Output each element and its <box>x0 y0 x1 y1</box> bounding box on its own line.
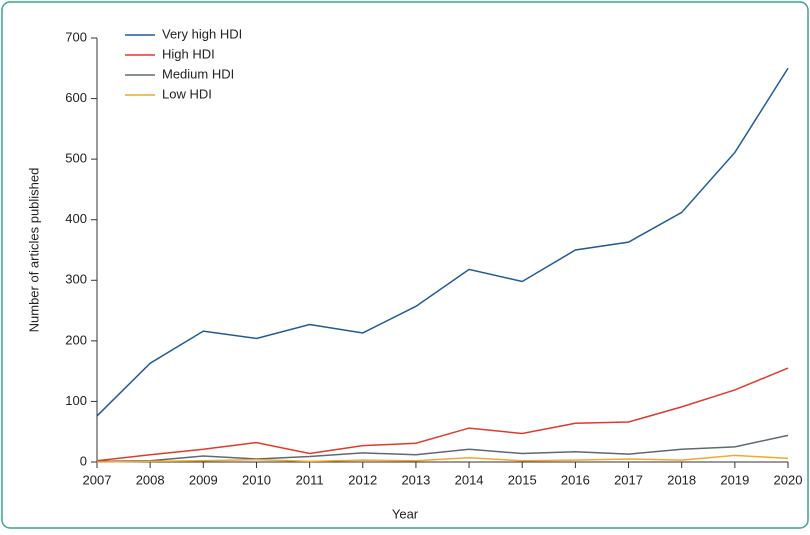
x-tick-label: 2019 <box>720 472 749 487</box>
y-tick-label: 400 <box>65 211 87 226</box>
series-line <box>96 367 789 462</box>
legend-label: High HDI <box>162 46 215 61</box>
y-tick-label: 600 <box>65 90 87 105</box>
x-tick-label: 2008 <box>136 472 165 487</box>
series-line <box>96 434 789 463</box>
legend-label: Medium HDI <box>162 66 234 81</box>
legend-label: Very high HDI <box>162 26 242 41</box>
y-tick-label: 100 <box>65 393 87 408</box>
y-tick-label: 200 <box>65 332 87 347</box>
series-line <box>96 454 789 463</box>
x-tick-label: 2013 <box>401 472 430 487</box>
x-tick-label: 2014 <box>455 472 484 487</box>
legend-label: Low HDI <box>162 86 212 101</box>
series-line <box>96 67 789 417</box>
x-tick-label: 2016 <box>561 472 590 487</box>
y-tick-label: 500 <box>65 151 87 166</box>
x-tick-label: 2020 <box>774 472 803 487</box>
x-axis-label: Year <box>392 506 419 521</box>
x-tick-label: 2007 <box>83 472 112 487</box>
x-tick-label: 2015 <box>508 472 537 487</box>
x-tick-label: 2012 <box>348 472 377 487</box>
y-tick-label: 700 <box>65 29 87 44</box>
x-tick-label: 2011 <box>296 472 324 487</box>
y-tick-label: 300 <box>65 272 87 287</box>
x-tick-label: 2018 <box>667 472 696 487</box>
x-tick-label: 2017 <box>614 472 643 487</box>
y-tick-label: 0 <box>80 453 87 468</box>
y-axis-label: Number of articles published <box>26 168 41 333</box>
x-tick-label: 2009 <box>189 472 218 487</box>
x-tick-label: 2010 <box>242 472 271 487</box>
